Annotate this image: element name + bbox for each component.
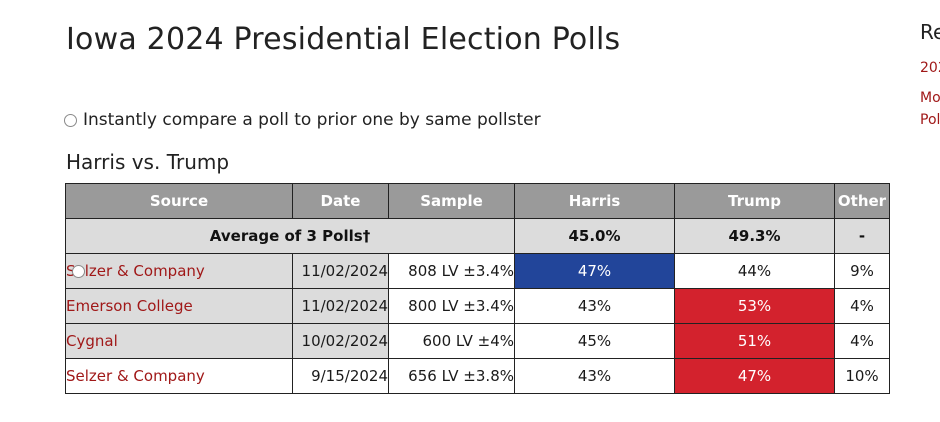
compare-label: Instantly compare a poll to prior one by… xyxy=(83,110,541,130)
table-row: Cygnal 10/02/2024 600 LV ±4% 45% 51% 4% xyxy=(65,323,890,359)
average-harris: 45.0% xyxy=(514,218,675,254)
pollster-link[interactable]: Cygnal xyxy=(66,332,118,350)
row-date: 10/02/2024 xyxy=(292,323,389,359)
row-source-cell: Cygnal xyxy=(65,323,293,359)
row-source-cell: Selzer & Company xyxy=(65,253,293,289)
pollster-link[interactable]: Selzer & Company xyxy=(66,367,205,385)
row-other: 4% xyxy=(834,288,890,324)
row-sample: 800 LV ±3.4% xyxy=(388,288,515,324)
average-other: - xyxy=(834,218,890,254)
row-date: 11/02/2024 xyxy=(292,288,389,324)
sidebar-link[interactable]: Pol xyxy=(920,112,940,128)
table-row: Selzer & Company 11/02/2024 808 LV ±3.4%… xyxy=(65,253,890,289)
average-label: Average of 3 Polls† xyxy=(65,218,515,254)
row-trump: 44% xyxy=(674,253,835,289)
row-harris: 47% xyxy=(514,253,675,289)
table-row: Selzer & Company 9/15/2024 656 LV ±3.8% … xyxy=(65,358,890,394)
row-other: 9% xyxy=(834,253,890,289)
header-sample[interactable]: Sample xyxy=(388,183,515,219)
row-harris: 43% xyxy=(514,288,675,324)
compare-toggle[interactable]: Instantly compare a poll to prior one by… xyxy=(64,110,541,130)
row-sample: 808 LV ±3.4% xyxy=(388,253,515,289)
header-date[interactable]: Date xyxy=(292,183,389,219)
row-other: 10% xyxy=(834,358,890,394)
sidebar-link[interactable]: 202 xyxy=(920,60,940,76)
row-harris: 43% xyxy=(514,358,675,394)
polls-table: Source Date Sample Harris Trump Other Av… xyxy=(65,183,890,394)
header-harris[interactable]: Harris xyxy=(514,183,675,219)
row-trump: 47% xyxy=(674,358,835,394)
header-other[interactable]: Other xyxy=(834,183,890,219)
sidebar-heading: Re xyxy=(920,20,940,44)
average-row: Average of 3 Polls† 45.0% 49.3% - xyxy=(65,218,890,254)
sidebar-link[interactable]: Mo xyxy=(920,90,940,106)
matchup-title: Harris vs. Trump xyxy=(66,150,230,174)
compare-radio-icon[interactable] xyxy=(72,265,85,278)
row-other: 4% xyxy=(834,323,890,359)
table-header-row: Source Date Sample Harris Trump Other xyxy=(65,183,890,219)
average-trump: 49.3% xyxy=(674,218,835,254)
row-source-cell: Selzer & Company xyxy=(65,358,293,394)
row-source-cell: Emerson College xyxy=(65,288,293,324)
pollster-link[interactable]: Emerson College xyxy=(66,297,193,315)
row-date: 11/02/2024 xyxy=(292,253,389,289)
header-source[interactable]: Source xyxy=(65,183,293,219)
header-trump[interactable]: Trump xyxy=(674,183,835,219)
row-trump: 53% xyxy=(674,288,835,324)
row-date: 9/15/2024 xyxy=(292,358,389,394)
pollster-link[interactable]: Selzer & Company xyxy=(66,262,205,280)
table-row: Emerson College 11/02/2024 800 LV ±3.4% … xyxy=(65,288,890,324)
row-sample: 600 LV ±4% xyxy=(388,323,515,359)
page-title: Iowa 2024 Presidential Election Polls xyxy=(66,22,621,57)
compare-radio-icon[interactable] xyxy=(64,113,77,127)
row-sample: 656 LV ±3.8% xyxy=(388,358,515,394)
row-harris: 45% xyxy=(514,323,675,359)
row-trump: 51% xyxy=(674,323,835,359)
